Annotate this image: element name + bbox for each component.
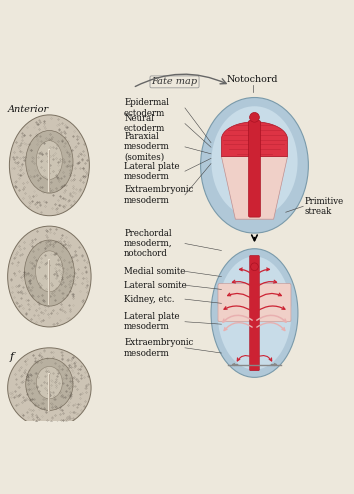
Ellipse shape [218,256,291,370]
Text: Lateral plate
mesoderm: Lateral plate mesoderm [124,162,180,181]
Text: Lateral plate
mesoderm: Lateral plate mesoderm [124,312,180,331]
Ellipse shape [8,226,91,327]
Ellipse shape [36,251,63,292]
Text: Extraembryonic
mesoderm: Extraembryonic mesoderm [124,338,193,358]
Text: Fate map: Fate map [152,78,198,86]
Ellipse shape [250,113,259,122]
Text: Primitive
streak: Primitive streak [305,197,344,216]
Ellipse shape [201,97,308,233]
Ellipse shape [8,348,91,428]
Text: Extraembryonic
mesoderm: Extraembryonic mesoderm [124,185,193,205]
FancyBboxPatch shape [250,255,259,370]
Text: Paraxial
mesoderm
(somites): Paraxial mesoderm (somites) [124,132,170,162]
Ellipse shape [251,263,258,271]
Ellipse shape [26,358,73,411]
Text: Notochord: Notochord [227,75,279,83]
Ellipse shape [36,367,62,399]
Ellipse shape [211,106,298,217]
Ellipse shape [26,130,73,193]
Polygon shape [222,157,287,219]
Text: Neural
ectoderm: Neural ectoderm [124,114,165,133]
FancyBboxPatch shape [218,284,291,322]
Text: Anterior: Anterior [8,105,49,114]
FancyBboxPatch shape [249,121,261,217]
Text: Medial somite: Medial somite [124,267,185,276]
Text: Prechordal
mesoderm,
notochord: Prechordal mesoderm, notochord [124,229,173,258]
Text: Kidney, etc.: Kidney, etc. [124,294,175,304]
Ellipse shape [211,249,298,377]
Ellipse shape [36,141,62,179]
Text: Lateral somite: Lateral somite [124,281,187,290]
Text: Epidermal
ectoderm: Epidermal ectoderm [124,98,169,118]
Ellipse shape [24,240,74,306]
Text: f: f [10,352,13,362]
Ellipse shape [10,115,89,216]
Polygon shape [222,122,287,157]
